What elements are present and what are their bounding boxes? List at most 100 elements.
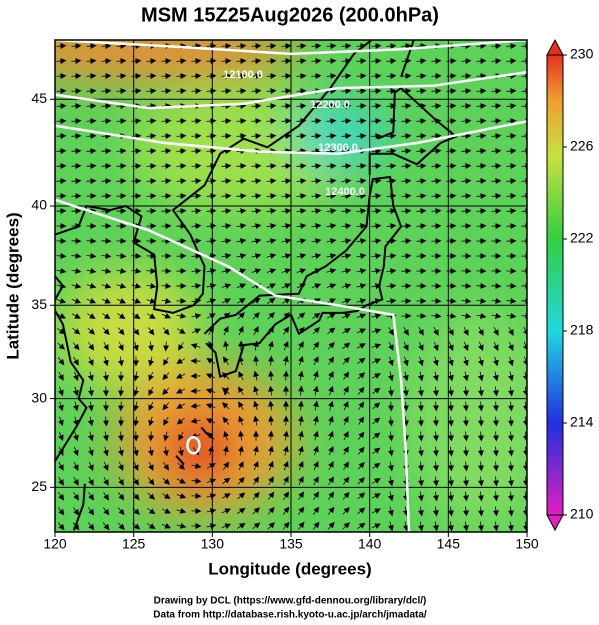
- streamline-arrow: [312, 506, 320, 515]
- streamline-arrow: [177, 446, 184, 457]
- streamline-arrow: [252, 491, 260, 500]
- streamline-arrow: [86, 163, 97, 170]
- streamline-arrow: [57, 342, 65, 350]
- streamline-arrow: [446, 297, 457, 304]
- streamline-arrow: [191, 477, 202, 484]
- streamline-arrow: [176, 223, 187, 230]
- contour-label: 12300.0: [318, 142, 358, 154]
- streamline-arrow: [477, 386, 484, 397]
- streamline-arrow: [492, 401, 499, 412]
- streamline-arrow: [461, 148, 472, 155]
- streamline-arrow: [297, 506, 305, 515]
- streamline-arrow: [356, 238, 367, 245]
- streamline-arrow: [71, 267, 82, 274]
- streamline-arrow: [176, 373, 186, 379]
- streamline-arrow: [116, 282, 127, 289]
- streamline-arrow: [417, 476, 424, 487]
- streamline-arrow: [341, 238, 352, 245]
- streamline-arrow: [462, 446, 469, 457]
- streamline-arrow: [266, 268, 277, 274]
- streamline-arrow: [371, 298, 382, 305]
- streamline-arrow: [71, 178, 82, 185]
- streamline-arrow: [387, 506, 394, 517]
- streamline-arrow: [206, 178, 217, 185]
- streamline-arrow: [431, 103, 442, 110]
- streamline-arrow: [146, 297, 157, 304]
- streamline-arrow: [221, 253, 232, 260]
- streamline-arrow: [132, 446, 139, 457]
- streamline-arrow: [371, 118, 382, 125]
- streamline-arrow: [313, 476, 319, 486]
- streamline-arrow: [73, 507, 80, 516]
- streamline-arrow: [281, 238, 292, 245]
- streamline-arrow: [206, 193, 217, 200]
- streamline-arrow: [358, 416, 365, 425]
- streamline-arrow: [432, 386, 439, 397]
- streamline-arrow: [221, 148, 232, 155]
- streamline-arrow: [431, 58, 442, 65]
- streamline-arrow: [507, 431, 514, 442]
- streamline-arrow: [268, 476, 274, 486]
- streamline-arrow: [491, 103, 502, 110]
- streamline-arrow: [432, 446, 439, 457]
- streamline-arrow: [206, 508, 217, 515]
- streamline-arrow: [476, 193, 487, 200]
- streamline-arrow: [386, 163, 397, 170]
- streamline-arrow: [298, 355, 304, 366]
- streamline-arrow: [236, 58, 247, 65]
- streamline-arrow: [507, 521, 514, 532]
- streamline-arrow: [401, 208, 412, 215]
- streamline-arrow: [357, 522, 366, 529]
- streamline-arrow: [343, 416, 349, 426]
- streamline-arrow: [371, 358, 382, 364]
- streamline-arrow: [161, 148, 172, 155]
- streamline-arrow: [448, 326, 454, 336]
- streamline-arrow: [267, 312, 275, 320]
- streamline-arrow: [476, 103, 487, 110]
- streamline-arrow: [476, 297, 487, 304]
- streamline-arrow: [356, 118, 367, 125]
- streamline-arrow: [492, 416, 499, 427]
- streamline-arrow: [416, 118, 427, 125]
- streamline-arrow: [507, 491, 514, 502]
- contour-label: 12400.0: [325, 186, 365, 198]
- streamline-arrow: [386, 73, 397, 80]
- streamline-arrow: [73, 476, 79, 486]
- streamline-arrow: [148, 386, 154, 396]
- streamline-arrow: [281, 208, 292, 215]
- streamline-arrow: [283, 491, 290, 500]
- streamline-arrow: [462, 506, 469, 517]
- streamline-arrow: [176, 312, 187, 319]
- streamline-arrow: [462, 431, 469, 442]
- streamline-arrow: [117, 313, 126, 320]
- streamline-arrow: [371, 88, 382, 95]
- streamline-arrow: [296, 283, 307, 289]
- streamline-arrow: [131, 133, 142, 140]
- streamline-arrow: [432, 476, 439, 487]
- streamline-arrow: [432, 461, 439, 472]
- streamline-arrow: [251, 43, 262, 50]
- streamline-arrow: [387, 461, 394, 472]
- streamline-arrow: [58, 492, 65, 501]
- streamline-arrow: [312, 415, 319, 426]
- streamline-arrow: [342, 357, 350, 365]
- streamline-arrow: [253, 415, 260, 426]
- y-tick-label: 35: [31, 296, 47, 312]
- streamline-arrow: [191, 298, 202, 305]
- coastline: [72, 483, 86, 531]
- streamline-arrow: [313, 341, 320, 350]
- streamline-arrow: [461, 133, 472, 140]
- streamline-arrow: [176, 118, 187, 125]
- streamline-arrow: [253, 370, 260, 381]
- streamline-arrow: [491, 118, 502, 125]
- streamline-arrow: [312, 312, 321, 319]
- streamline-arrow: [403, 356, 409, 367]
- streamline-arrow: [356, 58, 367, 65]
- streamline-arrow: [133, 371, 140, 382]
- streamline-arrow: [191, 193, 202, 200]
- streamline-arrow: [341, 163, 352, 170]
- streamline-arrow: [87, 522, 95, 531]
- streamline-arrow: [341, 328, 351, 334]
- streamline-arrow: [56, 163, 67, 170]
- streamline-arrow: [371, 193, 382, 200]
